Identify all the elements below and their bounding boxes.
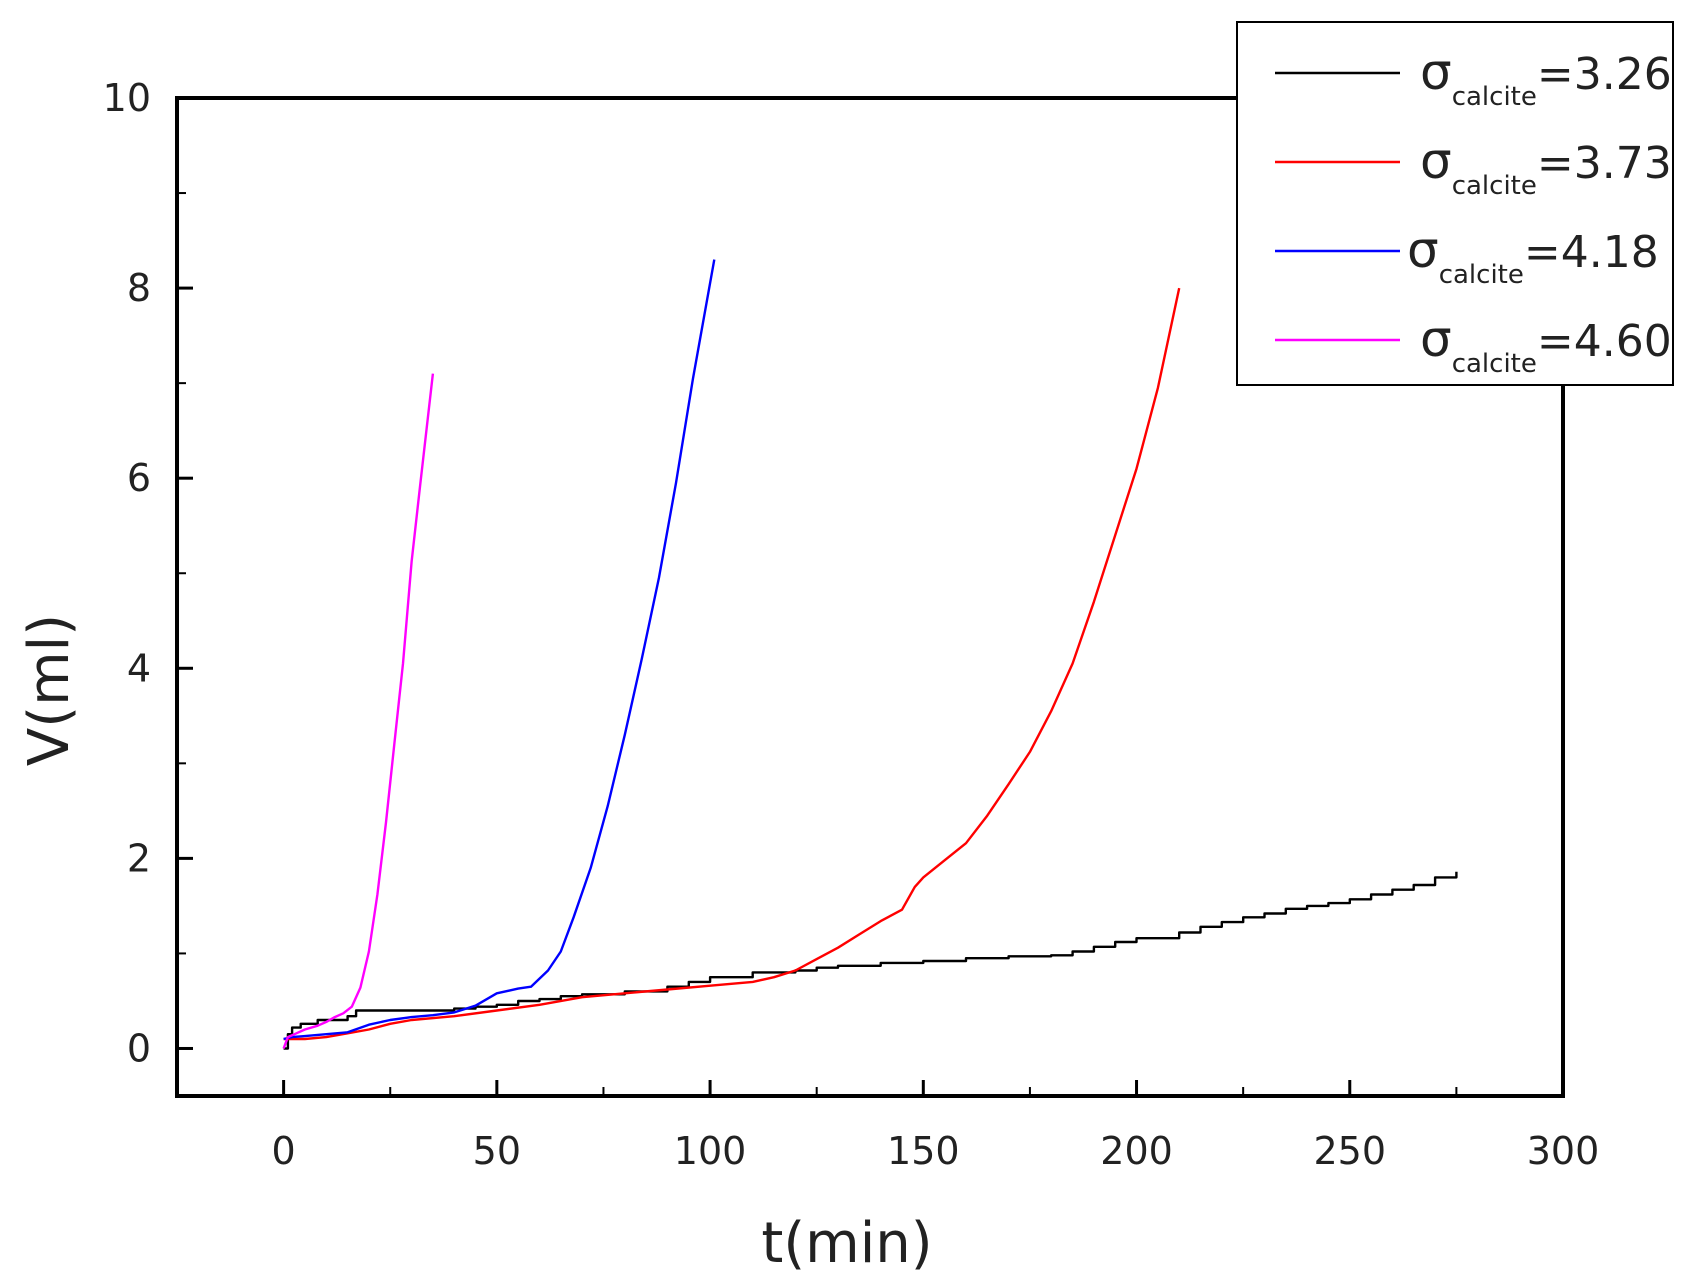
y-tick-label: 10 (103, 76, 151, 120)
y-tick-label: 2 (127, 836, 151, 880)
x-tick-label: 50 (473, 1129, 521, 1173)
x-tick-label: 0 (272, 1129, 296, 1173)
series-layer (282, 259, 1458, 1050)
x-tick-label: 150 (887, 1129, 960, 1173)
x-tick-label: 200 (1100, 1129, 1173, 1173)
series-line-2 (283, 287, 1181, 1041)
y-axis-title: V(ml) (17, 614, 82, 766)
series-line-4 (282, 373, 435, 1049)
y-tick-label: 0 (127, 1026, 151, 1070)
legend-label: σcalcite=3.73 (1420, 132, 1672, 201)
axis-tick-labels: 0 50 100 150 200 250 300 0 2 4 6 8 10 (103, 76, 1600, 1173)
legend-label: σcalcite=4.60 (1420, 310, 1672, 379)
y-tick-label: 6 (127, 456, 151, 500)
x-tick-label: 250 (1314, 1129, 1387, 1173)
y-tick-label: 4 (127, 646, 151, 690)
legend-label: σcalcite=3.26 (1420, 43, 1672, 112)
axis-ticks (177, 96, 1565, 1096)
series-line-3 (283, 259, 716, 1041)
y-tick-label: 8 (127, 266, 151, 310)
series-line-1 (283, 871, 1458, 1050)
x-tick-label: 300 (1527, 1129, 1600, 1173)
plot-frame (175, 96, 1565, 1098)
legend: σcalcite=3.26 σcalcite=3.73 σcalcite=4.18 σ… (1236, 21, 1674, 386)
x-axis-title: t(min) (761, 1211, 932, 1276)
x-tick-label: 100 (674, 1129, 747, 1173)
legend-box (1236, 21, 1674, 386)
legend-label: σcalcite=4.18 (1407, 221, 1659, 290)
